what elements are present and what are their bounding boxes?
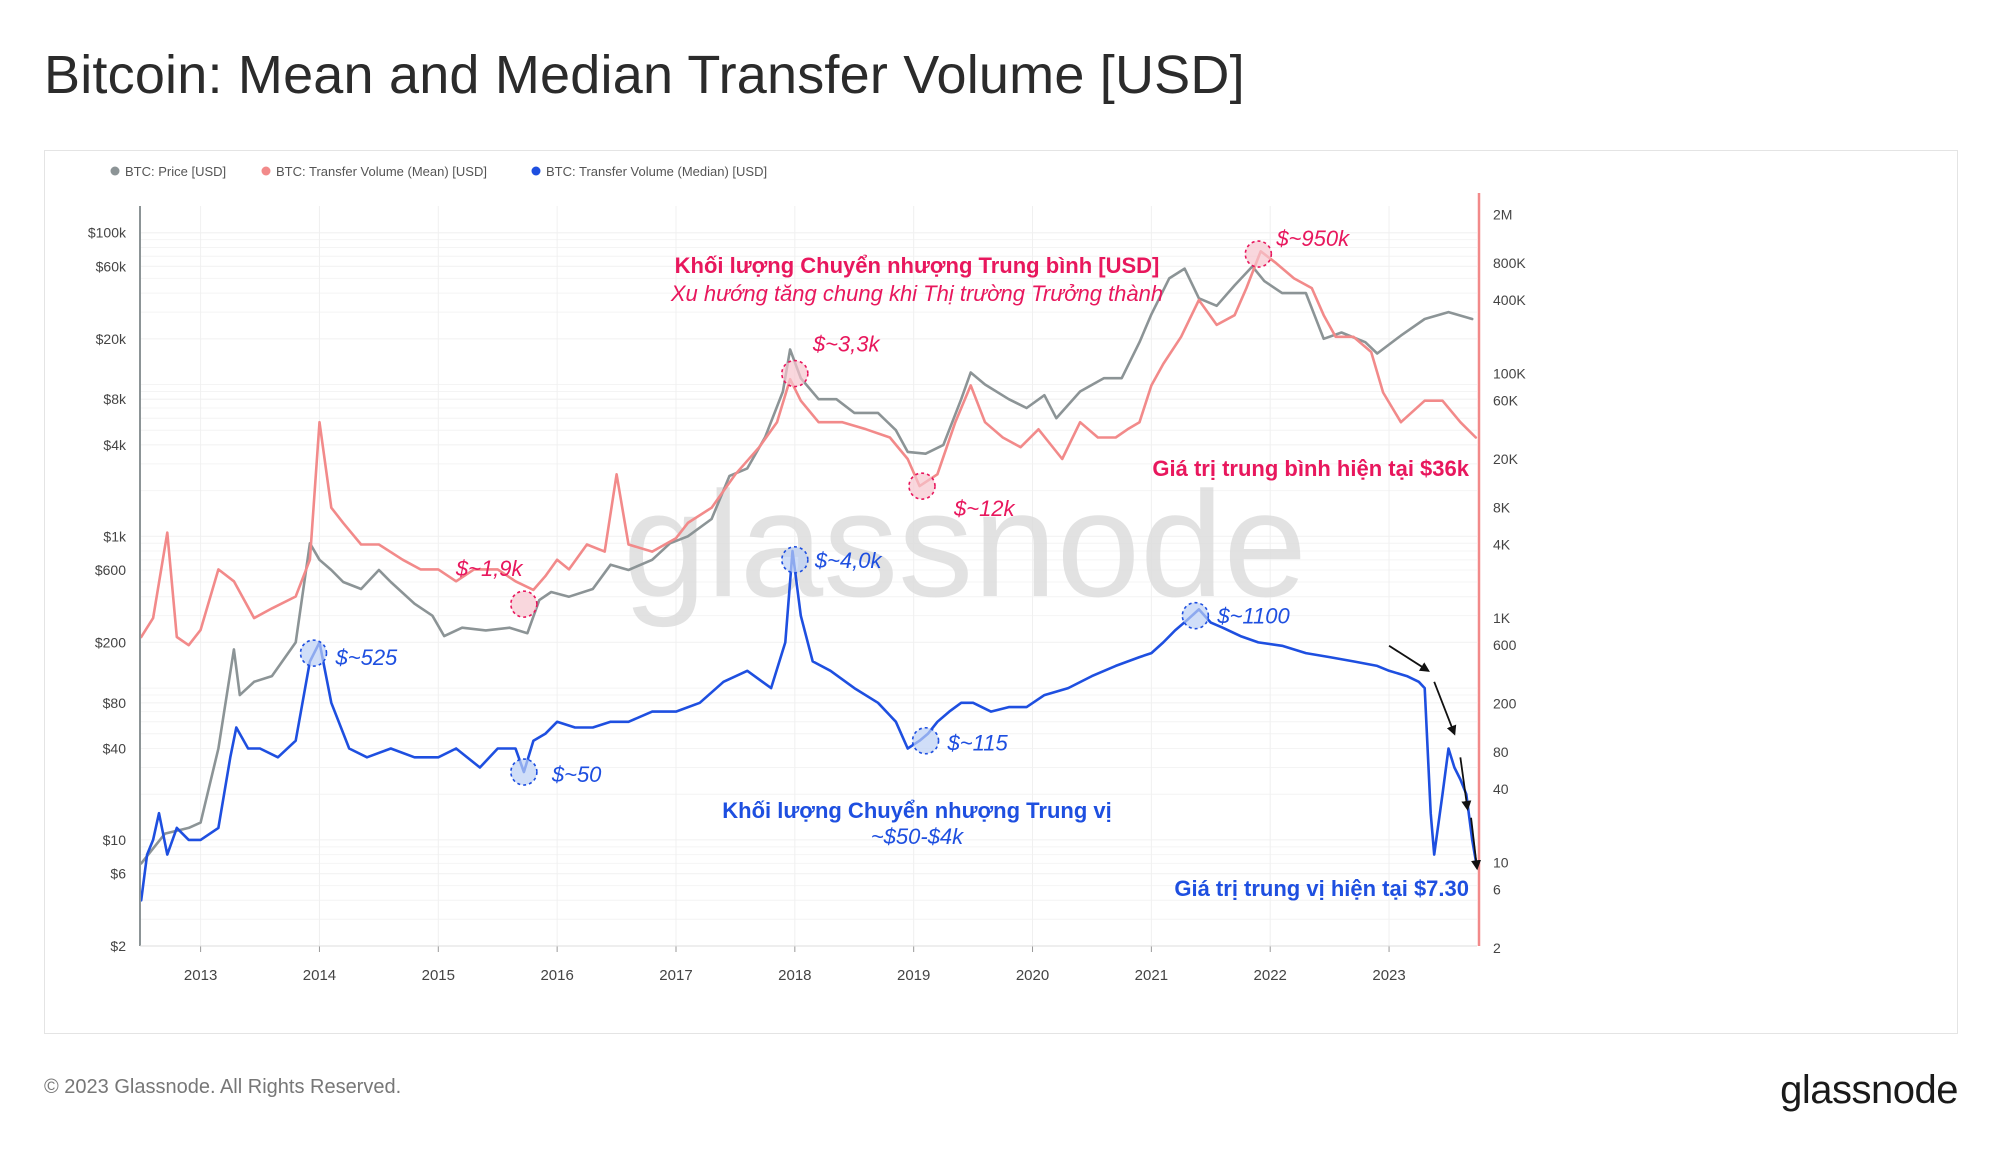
x-tick-label: 2020 <box>1016 967 1049 984</box>
marker-d-50 <box>510 758 538 786</box>
annotation-m-1-9k: $~1,9k <box>455 556 524 581</box>
x-tick-label: 2022 <box>1254 967 1287 984</box>
median-subtitle-annotation: ~$50-$4k <box>871 824 964 849</box>
x-tick-label: 2015 <box>422 967 455 984</box>
left-tick-label: $20k <box>96 331 127 347</box>
mean-title-annotation: Khối lượng Chuyển nhượng Trung bình [USD… <box>675 253 1160 278</box>
x-tick-label: 2018 <box>778 967 811 984</box>
right-tick-label: 2M <box>1493 207 1512 223</box>
left-tick-label: $8k <box>103 391 127 407</box>
footer-copyright: © 2023 Glassnode. All Rights Reserved. <box>44 1076 402 1098</box>
left-tick-label: $600 <box>95 562 126 578</box>
marker-layer <box>299 240 1273 786</box>
legend: BTC: Price [USD] BTC: Transfer Volume (Me… <box>110 164 767 179</box>
right-tick-label: 2 <box>1493 940 1501 956</box>
watermark-text: glassnode <box>623 460 1307 628</box>
left-tick-label: $40 <box>103 741 127 757</box>
chart-svg: glassnode $100k $60k $20k $8k $4k $1k $600 $200… <box>88 164 1527 984</box>
x-tick-label: 2023 <box>1372 967 1405 984</box>
marker-m-950k <box>1244 240 1273 268</box>
annotation-layer: Khối lượng Chuyển nhượng Trung bình [USD… <box>335 226 1470 901</box>
x-tick-label: 2017 <box>659 967 692 984</box>
right-tick-label: 10 <box>1493 855 1509 871</box>
marker-d-525 <box>299 639 328 667</box>
legend-label: BTC: Transfer Volume (Mean) [USD] <box>276 164 487 179</box>
decline-arrow <box>1459 757 1472 811</box>
marker-m-3-3k <box>781 359 809 388</box>
legend-swatch <box>261 166 271 176</box>
marker-m-12k <box>908 472 936 500</box>
right-tick-label: 1K <box>1493 610 1511 626</box>
right-tick-label: 6 <box>1493 882 1501 898</box>
legend-label: BTC: Price [USD] <box>125 164 226 179</box>
left-tick-label: $4k <box>103 437 127 453</box>
glassnode-logo: glassnode <box>1780 1068 1958 1112</box>
annotation-d-50: $~50 <box>551 762 602 787</box>
annotation-d-525: $~525 <box>335 645 399 670</box>
marker-d-4-0k <box>781 546 809 574</box>
annotation-d-1100: $~1100 <box>1216 604 1290 629</box>
mean-current-annotation: Giá trị trung bình hiện tại $36k <box>1152 456 1469 481</box>
arrow-layer <box>1388 645 1482 871</box>
left-tick-label: $6 <box>110 866 126 882</box>
right-tick-label: 20K <box>1493 451 1519 467</box>
right-tick-label: 800K <box>1493 255 1526 271</box>
annotation-m-12k: $~12k <box>953 496 1016 521</box>
x-tick-label: 2014 <box>303 967 336 984</box>
annotation-m-3-3k: $~3,3k <box>812 332 881 357</box>
left-tick-label: $60k <box>96 258 127 274</box>
marker-d-115 <box>911 726 940 755</box>
left-tick-label: $10 <box>103 832 127 848</box>
x-tick-label: 2019 <box>897 967 930 984</box>
left-tick-label: $100k <box>88 225 127 241</box>
left-tick-label: $80 <box>103 695 127 711</box>
mean-subtitle-annotation: Xu hướng tăng chung khi Thị trường Trưởn… <box>670 281 1163 306</box>
right-tick-label: 40 <box>1493 781 1509 797</box>
left-tick-label: $1k <box>103 528 127 544</box>
right-tick-label: 200 <box>1493 696 1517 712</box>
right-tick-label: 100K <box>1493 366 1526 382</box>
x-tick-label: 2021 <box>1135 967 1168 984</box>
annotation-m-950k: $~950k <box>1275 226 1350 251</box>
page-title: Bitcoin: Mean and Median Transfer Volume… <box>44 45 1245 105</box>
legend-swatch <box>110 166 120 176</box>
chart-frame: glassnode $100k $60k $20k $8k $4k $1k $600 $200… <box>44 150 1958 1034</box>
median-current-annotation: Giá trị trung vị hiện tại $7.30 <box>1174 876 1469 901</box>
left-tick-label: $200 <box>95 634 126 650</box>
right-tick-label: 400K <box>1493 292 1526 308</box>
marker-d-1100 <box>1181 601 1210 630</box>
x-tick-label: 2016 <box>540 967 573 984</box>
right-tick-label: 80 <box>1493 744 1509 760</box>
legend-label: BTC: Transfer Volume (Median) [USD] <box>546 164 767 179</box>
right-tick-label: 4K <box>1493 536 1511 552</box>
right-tick-label: 8K <box>1493 500 1511 516</box>
decline-arrow <box>1433 681 1457 736</box>
annotation-d-4-0k: $~4,0k <box>814 548 883 573</box>
decline-arrow <box>1470 817 1482 871</box>
left-tick-label: $2 <box>110 938 126 954</box>
marker-m-1-9k <box>510 590 538 618</box>
annotation-d-115: $~115 <box>947 731 1009 756</box>
legend-swatch <box>531 166 541 176</box>
median-title-annotation: Khối lượng Chuyển nhượng Trung vị <box>722 798 1111 823</box>
right-tick-label: 600 <box>1493 637 1517 653</box>
axis-layer: $100k $60k $20k $8k $4k $1k $600 $200 $80 $40 $10 $… <box>88 193 1526 984</box>
decline-arrow <box>1388 645 1430 672</box>
x-tick-label: 2013 <box>184 967 217 984</box>
series-line-0 <box>139 265 1474 865</box>
right-tick-label: 60K <box>1493 393 1519 409</box>
